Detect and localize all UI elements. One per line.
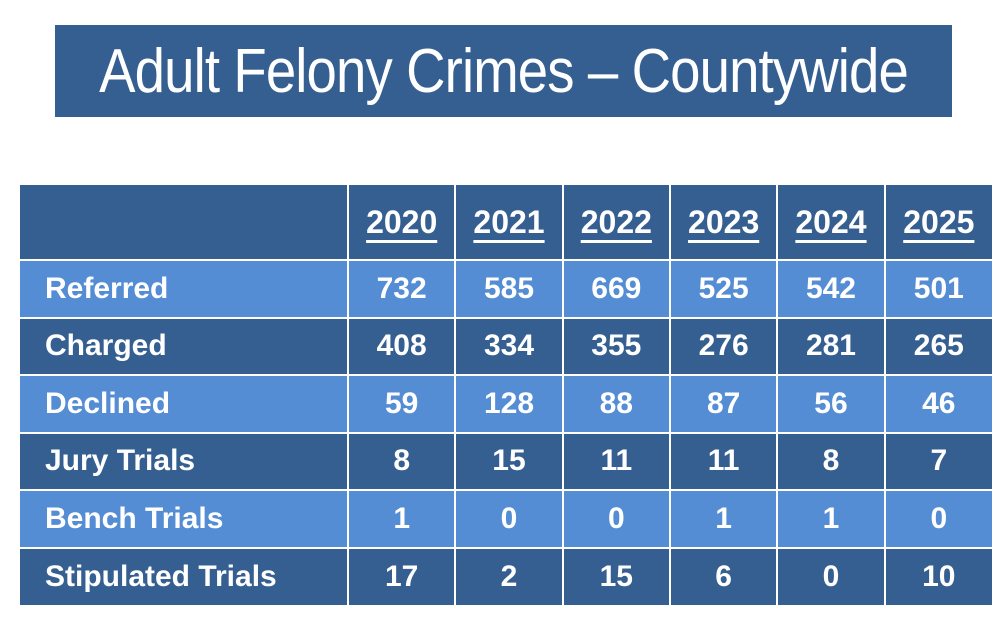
data-cell: 525 [669, 260, 779, 319]
row-label: Referred [20, 260, 349, 319]
table-header-row: 2020 2021 2022 2023 2024 2025 [20, 185, 992, 261]
data-cell: 8 [348, 432, 457, 491]
data-cell: 7 [884, 432, 992, 491]
year-column-header: 2021 [455, 185, 564, 261]
table-row: Referred 732 585 669 525 542 501 [20, 260, 992, 319]
data-cell: 0 [455, 490, 564, 549]
data-cell: 501 [884, 260, 992, 319]
table-row: Bench Trials 1 0 0 1 1 0 [20, 490, 992, 549]
data-cell: 17 [348, 547, 457, 605]
year-column-header: 2025 [884, 185, 992, 261]
corner-cell [20, 185, 349, 261]
data-cell: 1 [669, 490, 779, 549]
slide-title-banner: Adult Felony Crimes – Countywide [55, 25, 952, 117]
data-cell: 669 [562, 260, 671, 319]
data-cell: 2 [455, 547, 564, 605]
data-cell: 585 [455, 260, 564, 319]
row-label: Charged [20, 317, 349, 376]
felony-crimes-table: 2020 2021 2022 2023 2024 2025 Referred 732 585 6… [20, 185, 992, 605]
data-cell: 355 [562, 317, 671, 376]
data-cell: 0 [884, 490, 992, 549]
year-column-header: 2020 [348, 185, 457, 261]
year-column-header: 2023 [669, 185, 779, 261]
data-cell: 0 [777, 547, 886, 605]
data-cell: 10 [922, 559, 956, 593]
data-cell: 88 [562, 375, 671, 434]
data-cell: 11 [562, 432, 671, 491]
year-column-header: 2024 [777, 185, 886, 261]
year-column-header: 2022 [562, 185, 671, 261]
slide-title: Adult Felony Crimes – Countywide [99, 36, 909, 106]
data-cell: 87 [669, 375, 779, 434]
data-cell: 59 [348, 375, 457, 434]
data-cell: 408 [348, 317, 457, 376]
data-cell: 1 [777, 490, 886, 549]
table-row: Jury Trials 8 15 11 11 8 7 [20, 432, 992, 491]
data-cell: 276 [669, 317, 779, 376]
data-cell: 334 [455, 317, 564, 376]
data-cell: 732 [348, 260, 457, 319]
table-body: Referred 732 585 669 525 542 501 Charged 408 334 3… [20, 260, 992, 605]
row-label: Declined [20, 375, 349, 434]
data-cell: 15 [562, 547, 671, 605]
data-cell: 11 [669, 432, 779, 491]
row-label: Bench Trials [20, 490, 349, 549]
table-row: Declined 59 128 88 87 56 46 [20, 375, 992, 434]
data-cell: 6 [669, 547, 779, 605]
data-cell: 1 [348, 490, 457, 549]
row-label: Stipulated Trials [20, 547, 349, 605]
data-cell: 281 [777, 317, 886, 376]
data-cell: 0 [562, 490, 671, 549]
table-row: Charged 408 334 355 276 281 265 [20, 317, 992, 376]
data-cell: 128 [455, 375, 564, 434]
data-cell: 15 [455, 432, 564, 491]
row-label: Jury Trials [20, 432, 349, 491]
table-row: Stipulated Trials 17 2 15 6 0 10 [20, 547, 992, 605]
data-cell: 265 [884, 317, 992, 376]
data-cell: 8 [777, 432, 886, 491]
data-cell: 56 [777, 375, 886, 434]
data-cell: 542 [777, 260, 886, 319]
data-cell: 46 [884, 375, 992, 434]
